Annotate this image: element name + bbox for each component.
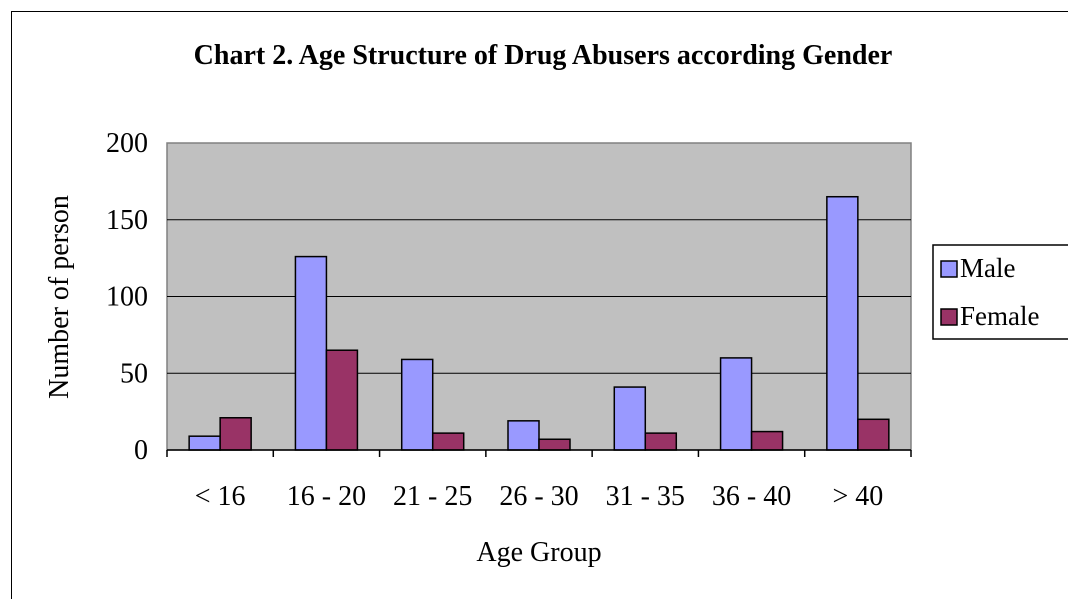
bar-female-2 [431, 432, 465, 451]
legend: Male Female [932, 244, 1068, 340]
x-tick-label: < 16 [195, 481, 246, 512]
bar-female-3 [538, 438, 571, 451]
bar-female-4 [644, 432, 678, 451]
y-tick-label: 150 [106, 205, 148, 236]
chart-title: Chart 2. Age Structure of Drug Abusers a… [194, 40, 893, 71]
y-tick-label: 0 [134, 435, 148, 466]
bar-female-1 [325, 349, 359, 451]
y-tick-label: 200 [106, 128, 148, 159]
bar-female-0 [219, 417, 252, 451]
x-tick-label: 26 - 30 [499, 481, 578, 512]
x-tick-label: 16 - 20 [287, 481, 366, 512]
x-axis-label: Age Group [476, 537, 601, 568]
y-tick-label: 100 [106, 282, 148, 313]
y-axis-label: Number of person [44, 195, 75, 399]
bar-male-2 [400, 358, 434, 451]
x-tick-label: 36 - 40 [712, 481, 791, 512]
bars [188, 195, 890, 451]
bar-male-5 [719, 357, 753, 451]
x-tick-label: > 40 [832, 481, 883, 512]
chart-frame [11, 11, 1068, 599]
x-tick-label: 31 - 35 [606, 481, 685, 512]
bar-male-4 [613, 386, 647, 451]
legend-swatch-male [940, 260, 958, 278]
x-axis-ticks: < 16 16 - 20 21 - 25 26 - 30 31 - 35 36 - 40 >… [166, 450, 912, 512]
bar-female-5 [750, 430, 784, 451]
y-axis-ticks: 0 50 100 150 200 [106, 128, 148, 466]
bar-male-0 [188, 435, 221, 451]
legend-label-male: Male [960, 253, 1015, 283]
bar-male-6 [826, 195, 859, 451]
legend-swatch-female [940, 308, 958, 326]
bar-female-6 [857, 418, 890, 451]
gridlines [167, 219, 911, 374]
y-tick-label: 50 [120, 358, 148, 389]
bar-male-3 [507, 420, 540, 451]
x-tick-label: 21 - 25 [393, 481, 472, 512]
legend-label-female: Female [960, 301, 1039, 331]
bar-male-1 [294, 255, 328, 451]
